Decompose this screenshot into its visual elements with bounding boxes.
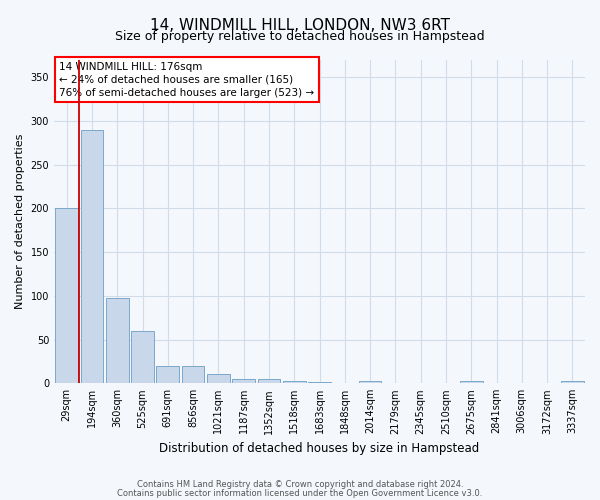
Bar [283, 380, 305, 383]
Bar [131, 331, 154, 383]
Bar [257, 379, 280, 383]
Bar [232, 379, 255, 383]
Bar [460, 380, 482, 383]
X-axis label: Distribution of detached houses by size in Hampstead: Distribution of detached houses by size … [160, 442, 479, 455]
Text: Size of property relative to detached houses in Hampstead: Size of property relative to detached ho… [115, 30, 485, 43]
Bar [106, 298, 128, 383]
Text: Contains public sector information licensed under the Open Government Licence v3: Contains public sector information licen… [118, 488, 482, 498]
Bar [55, 208, 78, 383]
Bar [308, 382, 331, 383]
Bar [561, 380, 584, 383]
Y-axis label: Number of detached properties: Number of detached properties [15, 134, 25, 310]
Text: 14 WINDMILL HILL: 176sqm
← 24% of detached houses are smaller (165)
76% of semi-: 14 WINDMILL HILL: 176sqm ← 24% of detach… [59, 62, 314, 98]
Text: 14, WINDMILL HILL, LONDON, NW3 6RT: 14, WINDMILL HILL, LONDON, NW3 6RT [150, 18, 450, 32]
Bar [157, 366, 179, 383]
Bar [182, 366, 205, 383]
Text: Contains HM Land Registry data © Crown copyright and database right 2024.: Contains HM Land Registry data © Crown c… [137, 480, 463, 489]
Bar [80, 130, 103, 383]
Bar [207, 374, 230, 383]
Bar [359, 380, 382, 383]
